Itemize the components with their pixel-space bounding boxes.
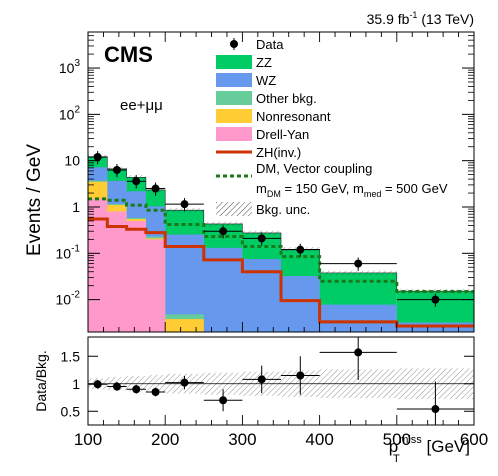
data-point-6 xyxy=(257,234,266,243)
channel-label: ee+μμ xyxy=(120,97,163,114)
legend-label-4: ZZ xyxy=(256,55,272,70)
x-tick-label-2: 300 xyxy=(228,430,256,449)
data-points xyxy=(88,150,474,307)
main-axis-ticks: 10-2 10-1 1 10 102 103 xyxy=(56,31,475,332)
data-point-9 xyxy=(431,295,440,304)
ratio-plot-frame xyxy=(87,336,475,426)
legend-swatch-4 xyxy=(216,55,252,69)
x-tick-label-5: 600 xyxy=(460,430,488,449)
data-point-7 xyxy=(296,245,305,254)
bkg-unc-band-bin-9 xyxy=(396,288,474,294)
y-tick-label-0: 10-2 xyxy=(56,290,81,308)
legend-label-3: WZ xyxy=(256,73,276,88)
data-point-5 xyxy=(219,227,228,236)
ratio-point-1 xyxy=(112,382,121,391)
lumi-label: 35.9 fb-1 (13 TeV) xyxy=(367,10,474,27)
bkg-unc-band-bin-8 xyxy=(319,270,397,276)
x-tick-label-1: 200 xyxy=(151,430,179,449)
data-point-0 xyxy=(93,153,102,162)
experiment-label: CMS xyxy=(104,42,153,67)
ratio-point-4 xyxy=(180,378,189,387)
stack-bar-wz-8 xyxy=(319,304,397,332)
ratio-point-2 xyxy=(132,385,141,394)
data-point-4 xyxy=(180,200,189,209)
y-tick-label-3: 10 xyxy=(64,153,80,169)
y-tick-label-1: 10-1 xyxy=(56,243,81,261)
ratio-point-5 xyxy=(219,396,228,405)
legend-dm-label: DM, Vector coupling xyxy=(256,161,372,176)
legend-band-label: Bkg. unc. xyxy=(256,202,310,217)
legend: Data ZZ WZ Other bkg. Nonresonant Drell-Yan ZH… xyxy=(216,37,448,217)
dm-vector-signal-line xyxy=(88,197,474,293)
y-axis-label: Events / GeV xyxy=(24,144,45,256)
x-tick-label-4: 500 xyxy=(383,430,411,449)
ratio-axis-ticks: 0.5 1 1.5 100 200 300 400 500 600 xyxy=(61,348,489,449)
stack-bar-drell-yan-0 xyxy=(88,198,108,332)
stack-bar-wz-6 xyxy=(242,259,281,332)
ratio-point-6 xyxy=(257,375,266,384)
stack-bar-drell-yan-1 xyxy=(107,211,127,332)
data-point-3 xyxy=(151,184,160,193)
stack-bar-wz-7 xyxy=(281,276,320,332)
ratio-y-axis-label: Data/Bkg. xyxy=(33,350,49,411)
ratio-y-tick-label-1: 1 xyxy=(72,376,80,392)
ratio-y-tick-label-2: 1.5 xyxy=(61,348,81,364)
legend-swatch-0 xyxy=(216,127,252,141)
stack-bar-drell-yan-3 xyxy=(145,239,166,332)
y-tick-label-5: 103 xyxy=(59,58,81,76)
ratio-point-3 xyxy=(151,388,160,396)
x-axis-label-subscript: T xyxy=(393,453,400,465)
legend-label-2: Other bkg. xyxy=(256,91,317,106)
legend-data-label: Data xyxy=(256,37,284,52)
legend-label-1: Nonresonant xyxy=(256,109,331,124)
ratio-point-0 xyxy=(93,380,102,389)
x-axis-label: pmiss [GeV] xyxy=(389,434,470,456)
stack-bar-drell-yan-2 xyxy=(126,220,146,332)
legend-label-0: Drell-Yan xyxy=(256,127,309,142)
data-point-8 xyxy=(354,259,363,268)
signal-lines xyxy=(88,197,474,328)
legend-band-swatch xyxy=(216,202,252,216)
data-point-1 xyxy=(112,165,121,174)
y-tick-label-2: 1 xyxy=(72,199,80,215)
x-tick-label-0: 100 xyxy=(74,430,102,449)
ratio-point-7 xyxy=(296,371,305,380)
legend-swatch-1 xyxy=(216,109,252,123)
legend-swatch-2 xyxy=(216,91,252,105)
stack-bar-nonresonant-4 xyxy=(165,319,204,332)
stack-bar-wz-5 xyxy=(203,247,243,332)
legend-swatch-3 xyxy=(216,73,252,87)
zh-inv-signal-line xyxy=(88,217,474,328)
ratio-point-9 xyxy=(431,405,440,414)
data-point-2 xyxy=(132,177,141,186)
ratio-points xyxy=(88,337,474,425)
legend-dm-mass-label: mDM = 150 GeV, mmed = 500 GeV xyxy=(256,181,448,199)
bkg-unc-band-bin-5 xyxy=(203,221,243,227)
x-tick-label-3: 400 xyxy=(305,430,333,449)
y-tick-label-4: 102 xyxy=(59,104,81,122)
ratio-point-8 xyxy=(354,348,363,357)
ratio-y-tick-label-0: 0.5 xyxy=(61,403,81,419)
legend-zh-label: ZH(inv.) xyxy=(256,145,301,160)
main-plot-frame xyxy=(87,31,475,333)
